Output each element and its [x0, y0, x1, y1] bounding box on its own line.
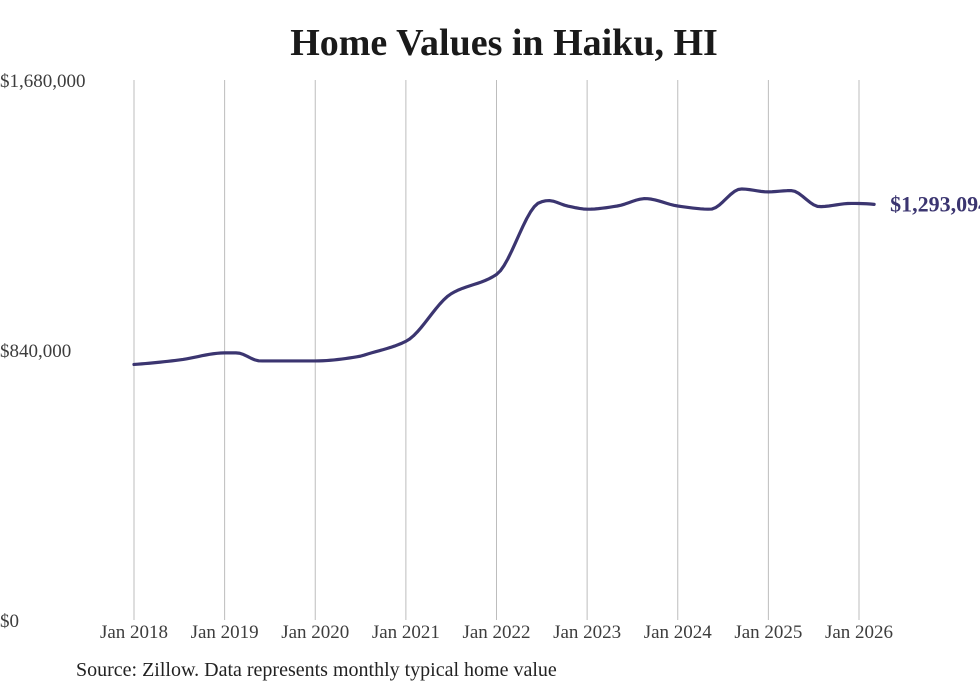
svg-text:Jan 2023: Jan 2023 — [553, 622, 621, 643]
svg-text:Jan 2019: Jan 2019 — [191, 622, 259, 643]
svg-text:Jan 2022: Jan 2022 — [462, 622, 530, 643]
svg-text:Jan 2026: Jan 2026 — [825, 622, 893, 643]
svg-text:$840,000: $840,000 — [0, 341, 71, 362]
svg-text:Jan 2020: Jan 2020 — [281, 622, 349, 643]
svg-text:$1,293,094: $1,293,094 — [890, 191, 980, 216]
svg-text:Jan 2024: Jan 2024 — [644, 622, 713, 643]
svg-text:Jan 2018: Jan 2018 — [100, 622, 168, 643]
svg-text:Jan 2021: Jan 2021 — [372, 622, 440, 643]
svg-text:$1,680,000: $1,680,000 — [0, 71, 86, 92]
svg-text:$0: $0 — [0, 611, 19, 632]
svg-text:Jan 2025: Jan 2025 — [734, 622, 802, 643]
